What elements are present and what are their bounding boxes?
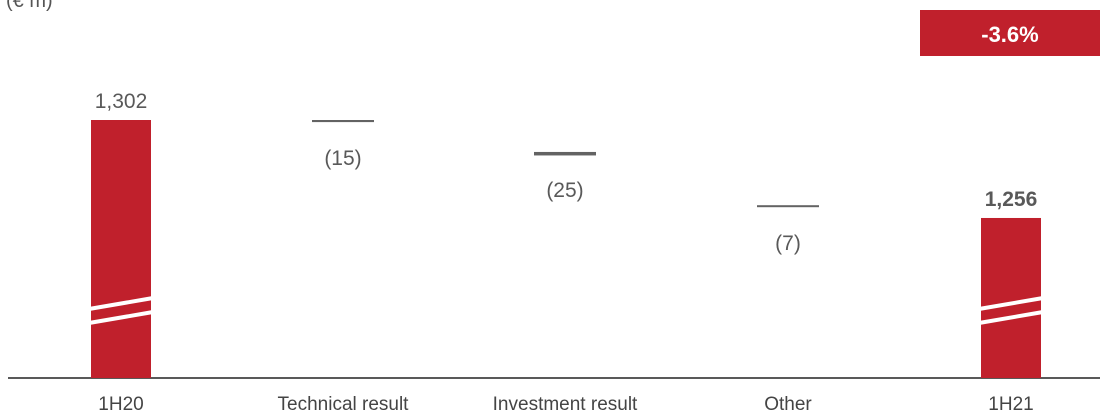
- category-label: 1H20: [98, 394, 143, 415]
- category-label: Technical result: [278, 394, 410, 415]
- axis-break-mark: [978, 296, 1044, 311]
- delta-bar-2: [534, 151, 596, 156]
- axis-break-mark: [978, 310, 1044, 325]
- value-label-delta-3: (7): [775, 232, 801, 255]
- axis-break-mark: [88, 296, 154, 311]
- change-badge: [920, 10, 1100, 56]
- category-label: 1H21: [988, 394, 1033, 415]
- value-label-1h20: 1,302: [95, 90, 148, 113]
- category-label: Other: [764, 394, 812, 415]
- unit-label: (€ m): [6, 0, 53, 12]
- category-label: Investment result: [493, 394, 638, 415]
- delta-bar-1: [312, 120, 374, 123]
- bar-1h20: [91, 120, 151, 378]
- value-label-delta-2: (25): [546, 179, 583, 202]
- bar-1h21: [981, 217, 1041, 378]
- value-label-1h21: 1,256: [985, 188, 1038, 211]
- axis-break-mark: [88, 310, 154, 325]
- change-badge-label: -3.6%: [981, 22, 1038, 47]
- value-label-delta-1: (15): [324, 147, 361, 170]
- delta-bar-3: [757, 205, 819, 208]
